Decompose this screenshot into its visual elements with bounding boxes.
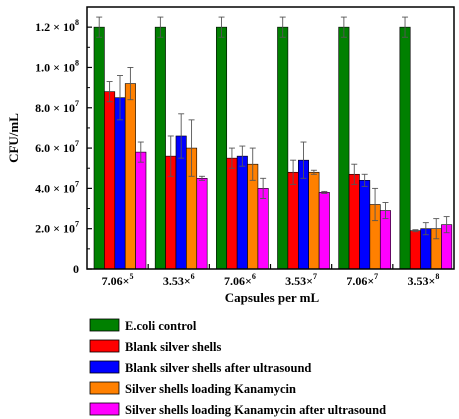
legend-label: Blank silver shells bbox=[125, 340, 221, 354]
legend-label: E.coli control bbox=[125, 319, 197, 333]
bar bbox=[236, 155, 248, 270]
legend-swatch bbox=[89, 402, 120, 416]
bar bbox=[409, 230, 421, 270]
bar bbox=[196, 178, 208, 270]
bar bbox=[318, 192, 330, 270]
x-tick-label: 7.06×7 bbox=[346, 272, 378, 288]
y-tick-label: 6.0 × 107 bbox=[35, 139, 79, 155]
bar bbox=[216, 26, 228, 270]
bar bbox=[359, 180, 371, 270]
bar bbox=[287, 171, 299, 270]
x-axis-label: Capsules per mL bbox=[225, 290, 320, 305]
bar bbox=[257, 188, 269, 270]
legend-swatch bbox=[89, 381, 120, 395]
bars-layer bbox=[93, 26, 453, 270]
x-tick-label: 3.53×7 bbox=[285, 272, 317, 288]
y-tick-label: 8.0 × 107 bbox=[35, 99, 79, 115]
bar bbox=[226, 157, 238, 270]
legend: E.coli control Blank silver shells Blank s… bbox=[89, 318, 386, 417]
legend-label: Silver shells loading Kanamycin bbox=[125, 382, 296, 396]
bar bbox=[399, 26, 411, 270]
y-tick-label: 4.0 × 107 bbox=[35, 179, 79, 195]
error-bars-layer bbox=[96, 16, 450, 240]
legend-label: Blank silver shells after ultrasound bbox=[125, 361, 311, 375]
y-tick-label: 1.0 × 108 bbox=[35, 58, 79, 74]
bar bbox=[114, 97, 126, 270]
y-axis-label: CFU/mL bbox=[6, 113, 21, 163]
x-tick-label: 3.53×6 bbox=[163, 272, 195, 288]
bar bbox=[308, 171, 320, 270]
legend-swatch bbox=[89, 318, 120, 332]
bar bbox=[135, 151, 147, 270]
bar bbox=[154, 26, 166, 270]
legend-swatch bbox=[89, 339, 120, 353]
x-axis: 7.06×5 3.53×6 7.06×6 3.53×7 7.06×7 3.53×8 bbox=[102, 264, 439, 288]
bar bbox=[348, 173, 360, 270]
bar bbox=[93, 26, 105, 270]
bar bbox=[124, 83, 136, 270]
x-tick-label: 7.06×6 bbox=[224, 272, 256, 288]
legend-swatch bbox=[89, 360, 120, 374]
legend-label: Silver shells loading Kanamycin after ul… bbox=[125, 403, 386, 417]
bar bbox=[338, 26, 350, 270]
y-axis: 0 2.0 × 107 4.0 × 107 6.0 × 107 8.0 × 107 1.0… bbox=[35, 18, 92, 276]
x-tick-label: 3.53×8 bbox=[407, 272, 439, 288]
bar bbox=[277, 26, 289, 270]
y-tick-label: 2.0 × 107 bbox=[35, 220, 79, 236]
y-tick-label: 0 bbox=[73, 262, 79, 276]
x-tick-label: 7.06×5 bbox=[102, 272, 134, 288]
bar bbox=[104, 91, 116, 270]
bar bbox=[379, 210, 391, 270]
y-tick-label: 1.2 × 108 bbox=[35, 18, 79, 34]
